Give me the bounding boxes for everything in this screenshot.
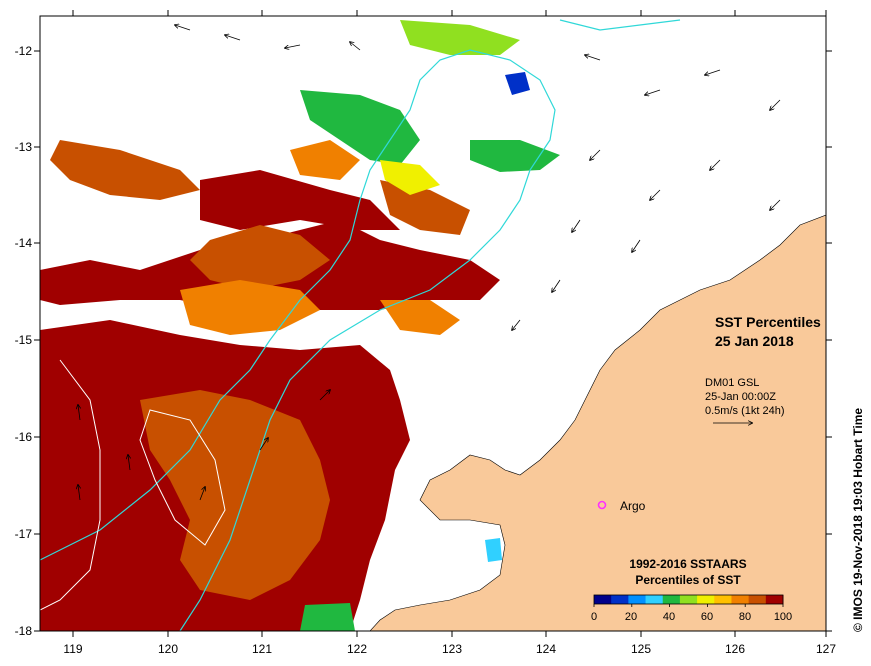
y-tick-label: -14: [15, 236, 33, 250]
cyan-contour-line: [40, 49, 556, 631]
sst-green-region: [300, 603, 355, 631]
sst-brown-region: [50, 140, 200, 200]
x-tick-label: 126: [725, 642, 745, 656]
sst-orange-region: [290, 140, 360, 180]
y-tick-label: -16: [15, 430, 33, 444]
current-vectors: [78, 25, 781, 501]
sst-yellow-region: [380, 160, 440, 195]
legend-color-swatch: [765, 595, 784, 604]
land-mass: [369, 214, 826, 631]
legend-tick-label: 20: [625, 611, 637, 623]
current-source-label: DM01 GSL: [705, 377, 759, 389]
legend-color-swatch: [714, 595, 732, 604]
sst-orange-region: [180, 280, 320, 335]
current-time-label: 25-Jan 00:00Z: [705, 391, 776, 403]
legend-title: 1992-2016 SSTAARS: [629, 557, 746, 571]
sst-brown-region: [140, 390, 330, 600]
legend-color-swatch: [645, 595, 664, 604]
legend-color-swatch: [594, 595, 612, 604]
plot-frame: [39, 15, 827, 632]
legend-color-swatch: [679, 595, 698, 604]
sst-high-percentile-region: [200, 170, 400, 230]
white-contour-line: [40, 359, 101, 611]
legend-tick-label: 0: [591, 611, 597, 623]
white-contour-line: [139, 409, 226, 546]
legend-color-swatch: [662, 595, 681, 604]
x-tick-label: 120: [158, 642, 178, 656]
legend-tick-label: 60: [701, 611, 713, 623]
legend-color-swatch: [748, 595, 767, 604]
y-axis-ticks: [34, 50, 832, 632]
legend-tick-label: 100: [774, 611, 792, 623]
x-tick-label: 121: [252, 642, 272, 656]
x-tick-label: 122: [347, 642, 367, 656]
x-tick-label: 125: [631, 642, 651, 656]
y-tick-label: -12: [15, 44, 33, 58]
sst-blue-region: [505, 72, 530, 95]
map-date: 25 Jan 2018: [715, 333, 794, 349]
map-title: SST Percentiles: [715, 314, 821, 330]
legend-color-swatch: [611, 595, 629, 604]
legend-tick-label: 40: [663, 611, 675, 623]
sst-brown-region: [190, 225, 330, 290]
imos-credit: © IMOS 19-Nov-2018 19:03 Hobart Time: [851, 408, 865, 632]
argo-float-marker: [597, 500, 607, 510]
sst-orange-region: [380, 300, 460, 335]
sst-green-region: [400, 20, 520, 55]
legend-bar-frame: [593, 594, 784, 605]
legend-color-swatch: [731, 595, 750, 604]
legend-color-swatch: [697, 595, 715, 604]
y-tick-label: -13: [15, 140, 33, 154]
sst-brown-region: [380, 180, 470, 235]
plot-area: [40, 16, 826, 631]
legend-color-bar: [593, 594, 784, 607]
y-tick-label: -15: [15, 333, 33, 347]
legend-subtitle: Percentiles of SST: [635, 573, 741, 587]
x-axis-ticks: [72, 10, 827, 637]
y-tick-label: -18: [15, 624, 33, 638]
x-tick-label: 123: [442, 642, 462, 656]
y-tick-label: -17: [15, 527, 33, 541]
x-tick-label: 127: [816, 642, 836, 656]
argo-label: Argo: [620, 499, 646, 513]
sst-green-region: [470, 140, 560, 172]
cyan-contour-line: [559, 19, 681, 31]
legend-tick-label: 80: [739, 611, 751, 623]
current-scale-label: 0.5m/s (1kt 24h): [705, 405, 784, 417]
sst-green-region: [300, 90, 420, 165]
x-tick-label: 119: [63, 642, 82, 656]
legend-color-swatch: [628, 595, 647, 604]
sst-blue-region: [485, 538, 502, 562]
x-tick-label: 124: [536, 642, 556, 656]
